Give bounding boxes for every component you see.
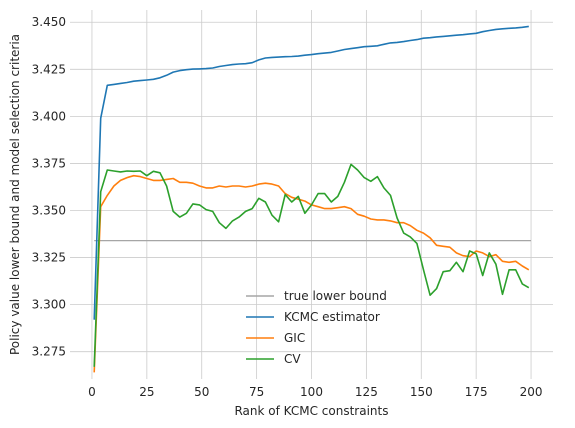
y-tick-label: 3.300	[32, 298, 66, 312]
legend-label-gic: GIC	[284, 331, 305, 345]
x-tick-label: 175	[465, 385, 488, 399]
y-tick-label: 3.275	[32, 345, 66, 359]
x-tick-label: 0	[88, 385, 96, 399]
x-tick-label: 75	[249, 385, 264, 399]
y-tick-label: 3.325	[32, 251, 66, 265]
plot-area	[70, 10, 553, 379]
y-axis-label: Policy value lower bound and model selec…	[8, 34, 22, 355]
legend-label-true-lower-bound: true lower bound	[284, 289, 387, 303]
legend: true lower bound KCMC estimator GIC CV	[246, 289, 387, 366]
x-tick-label: 150	[410, 385, 433, 399]
x-tick-labels: 0 25 50 75 100 125 150 175 200	[88, 385, 542, 399]
x-tick-label: 200	[520, 385, 543, 399]
x-tick-label: 125	[355, 385, 378, 399]
x-tick-label: 25	[139, 385, 154, 399]
x-tick-label: 50	[194, 385, 209, 399]
y-tick-label: 3.375	[32, 156, 66, 170]
series-line-cv	[93, 163, 530, 367]
grid	[70, 10, 553, 379]
legend-label-kcmc-estimator: KCMC estimator	[284, 310, 380, 324]
legend-label-cv: CV	[284, 352, 301, 366]
y-tick-label: 3.400	[32, 109, 66, 123]
y-tick-labels: 3.275 3.300 3.325 3.350 3.375 3.400 3.425 3.450	[32, 15, 66, 358]
series-line-kcmc-estimator	[93, 25, 529, 320]
x-axis-label: Rank of KCMC constraints	[234, 404, 388, 418]
series-layer	[93, 25, 531, 373]
y-tick-label: 3.425	[32, 62, 66, 76]
y-tick-label: 3.350	[32, 204, 66, 218]
x-tick-label: 100	[300, 385, 323, 399]
y-tick-label: 3.450	[32, 15, 66, 29]
